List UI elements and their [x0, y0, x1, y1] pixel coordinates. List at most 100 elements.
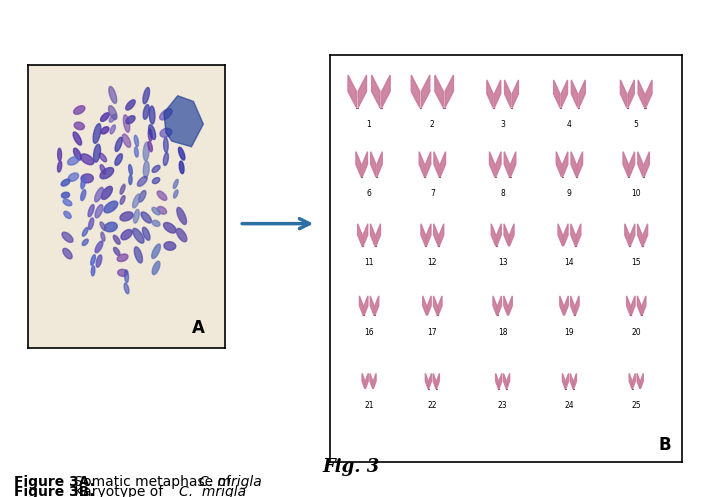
Polygon shape: [628, 80, 634, 108]
Polygon shape: [93, 124, 101, 144]
Polygon shape: [363, 224, 368, 246]
Polygon shape: [64, 211, 71, 219]
Polygon shape: [152, 244, 160, 258]
Polygon shape: [95, 205, 103, 218]
Polygon shape: [562, 152, 568, 177]
Text: 24: 24: [565, 401, 574, 410]
Polygon shape: [512, 80, 519, 108]
Polygon shape: [80, 154, 93, 165]
Polygon shape: [73, 132, 82, 145]
Polygon shape: [82, 239, 89, 246]
Polygon shape: [95, 241, 103, 253]
Polygon shape: [421, 224, 425, 246]
Polygon shape: [564, 224, 568, 246]
Polygon shape: [425, 373, 428, 389]
Polygon shape: [486, 80, 494, 108]
Polygon shape: [575, 296, 579, 316]
Polygon shape: [81, 190, 86, 201]
Polygon shape: [75, 122, 84, 130]
Polygon shape: [134, 135, 138, 147]
Polygon shape: [556, 152, 562, 177]
Polygon shape: [113, 235, 120, 245]
Polygon shape: [370, 224, 375, 246]
Polygon shape: [504, 296, 508, 316]
Polygon shape: [579, 80, 585, 108]
Polygon shape: [120, 184, 125, 194]
Polygon shape: [571, 296, 574, 316]
Polygon shape: [558, 224, 562, 246]
Text: Fig. 3: Fig. 3: [323, 458, 380, 476]
Text: Figure 3A.: Figure 3A.: [14, 475, 95, 489]
Text: 3: 3: [501, 120, 505, 129]
Polygon shape: [141, 212, 151, 223]
Polygon shape: [108, 106, 117, 120]
Text: 9: 9: [567, 189, 572, 198]
Polygon shape: [425, 152, 431, 177]
Polygon shape: [110, 125, 115, 134]
Polygon shape: [121, 230, 132, 240]
Text: 14: 14: [565, 258, 574, 267]
Text: 17: 17: [427, 328, 437, 337]
Polygon shape: [143, 105, 149, 119]
Text: 22: 22: [427, 401, 437, 410]
Polygon shape: [126, 100, 135, 110]
Polygon shape: [373, 373, 376, 389]
Polygon shape: [625, 224, 629, 246]
Text: 23: 23: [498, 401, 508, 410]
Polygon shape: [61, 179, 70, 186]
Polygon shape: [571, 152, 576, 177]
Text: 2: 2: [430, 120, 434, 129]
Text: 13: 13: [498, 258, 508, 267]
Polygon shape: [631, 296, 635, 316]
Polygon shape: [577, 152, 583, 177]
Polygon shape: [362, 152, 368, 177]
Text: Somatic metaphase of: Somatic metaphase of: [70, 475, 236, 489]
Polygon shape: [510, 152, 516, 177]
Text: 25: 25: [631, 401, 641, 410]
Polygon shape: [123, 115, 130, 132]
Text: 16: 16: [364, 328, 374, 337]
Polygon shape: [164, 242, 176, 250]
Polygon shape: [122, 134, 131, 148]
Polygon shape: [67, 157, 79, 165]
Polygon shape: [437, 373, 439, 389]
Polygon shape: [115, 137, 122, 152]
Text: A: A: [193, 319, 205, 336]
Polygon shape: [126, 116, 135, 124]
Polygon shape: [134, 247, 143, 263]
Text: 6: 6: [367, 189, 371, 198]
Polygon shape: [498, 296, 501, 316]
Polygon shape: [629, 152, 635, 177]
Text: 15: 15: [631, 258, 641, 267]
Polygon shape: [503, 373, 506, 389]
Polygon shape: [100, 167, 114, 179]
Text: C.  mrigla: C. mrigla: [179, 485, 246, 497]
Polygon shape: [104, 201, 117, 213]
Polygon shape: [356, 152, 361, 177]
Polygon shape: [496, 152, 501, 177]
Text: 7: 7: [430, 189, 434, 198]
Polygon shape: [646, 80, 652, 108]
Polygon shape: [133, 194, 140, 208]
Polygon shape: [499, 373, 502, 389]
Polygon shape: [164, 96, 203, 147]
Polygon shape: [489, 152, 495, 177]
Text: 12: 12: [427, 258, 437, 267]
Polygon shape: [143, 161, 149, 178]
Polygon shape: [364, 296, 368, 316]
Polygon shape: [100, 222, 105, 231]
Polygon shape: [494, 80, 501, 108]
Polygon shape: [157, 191, 167, 200]
Polygon shape: [358, 75, 366, 108]
Polygon shape: [359, 296, 363, 316]
Text: 4: 4: [567, 120, 572, 129]
Polygon shape: [571, 224, 575, 246]
Polygon shape: [621, 80, 627, 108]
Polygon shape: [124, 270, 129, 283]
Polygon shape: [109, 114, 116, 122]
Polygon shape: [134, 209, 139, 223]
Polygon shape: [427, 224, 431, 246]
Polygon shape: [58, 148, 62, 161]
Polygon shape: [560, 296, 564, 316]
Polygon shape: [370, 296, 374, 316]
